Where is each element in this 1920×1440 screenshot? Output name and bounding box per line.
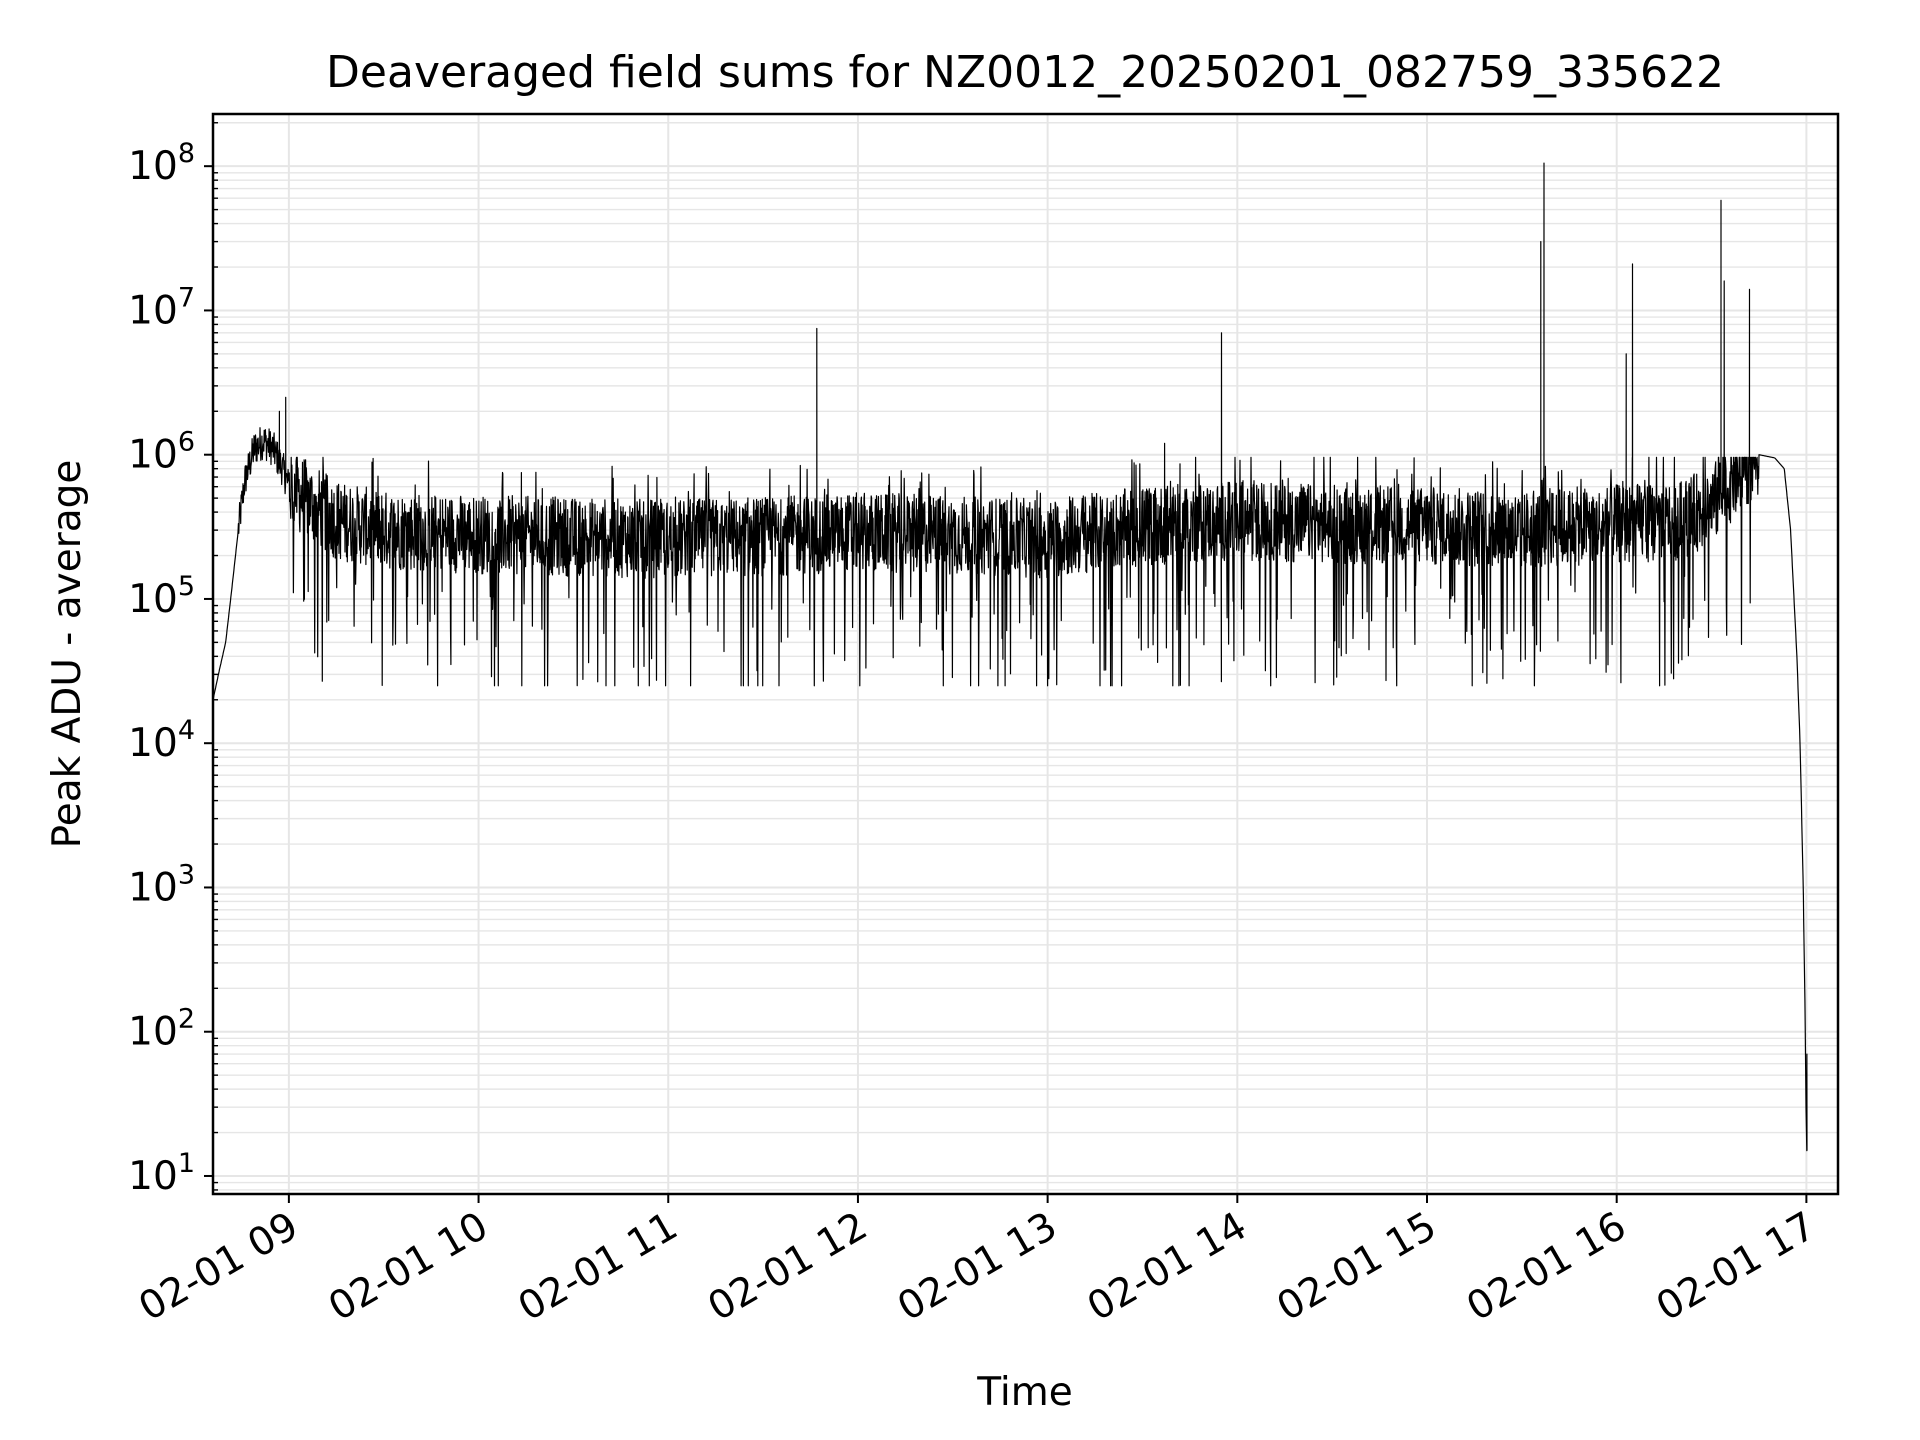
y-tick-label: 105 [128,571,195,622]
series-line [212,162,1808,1152]
y-axis-label: Peak ADU - average [45,460,90,849]
y-tick-label: 102 [128,1004,195,1055]
y-tick-exponent: 3 [178,859,195,890]
y-tick-label: 103 [128,859,195,910]
y-tick-base: 10 [128,1010,178,1055]
y-tick-base: 10 [128,288,178,333]
y-tick-exponent: 4 [178,715,195,746]
y-tick-base: 10 [128,721,178,766]
y-tick-exponent: 6 [178,427,195,458]
y-tick-exponent: 1 [178,1148,195,1179]
y-tick-label: 104 [128,715,195,766]
series-layer [212,162,1808,1152]
y-tick-exponent: 2 [178,1004,195,1035]
y-tick-label: 101 [128,1148,195,1199]
y-tick-base: 10 [128,1154,178,1199]
y-tick-exponent: 5 [178,571,195,602]
x-axis-label: Time [976,1370,1072,1415]
plot-area-frame [211,112,1840,1196]
y-tick-base: 10 [128,144,178,189]
y-tick-label: 108 [128,138,195,189]
y-tick-exponent: 8 [178,138,195,169]
y-tick-exponent: 7 [178,282,195,313]
y-tick-label: 106 [128,427,195,478]
y-tick-label: 107 [128,282,195,333]
y-tick-base: 10 [128,577,178,622]
y-tick-base: 10 [128,433,178,478]
chart-title: Deaveraged field sums for NZ0012_2025020… [326,47,1724,98]
y-tick-base: 10 [128,865,178,910]
